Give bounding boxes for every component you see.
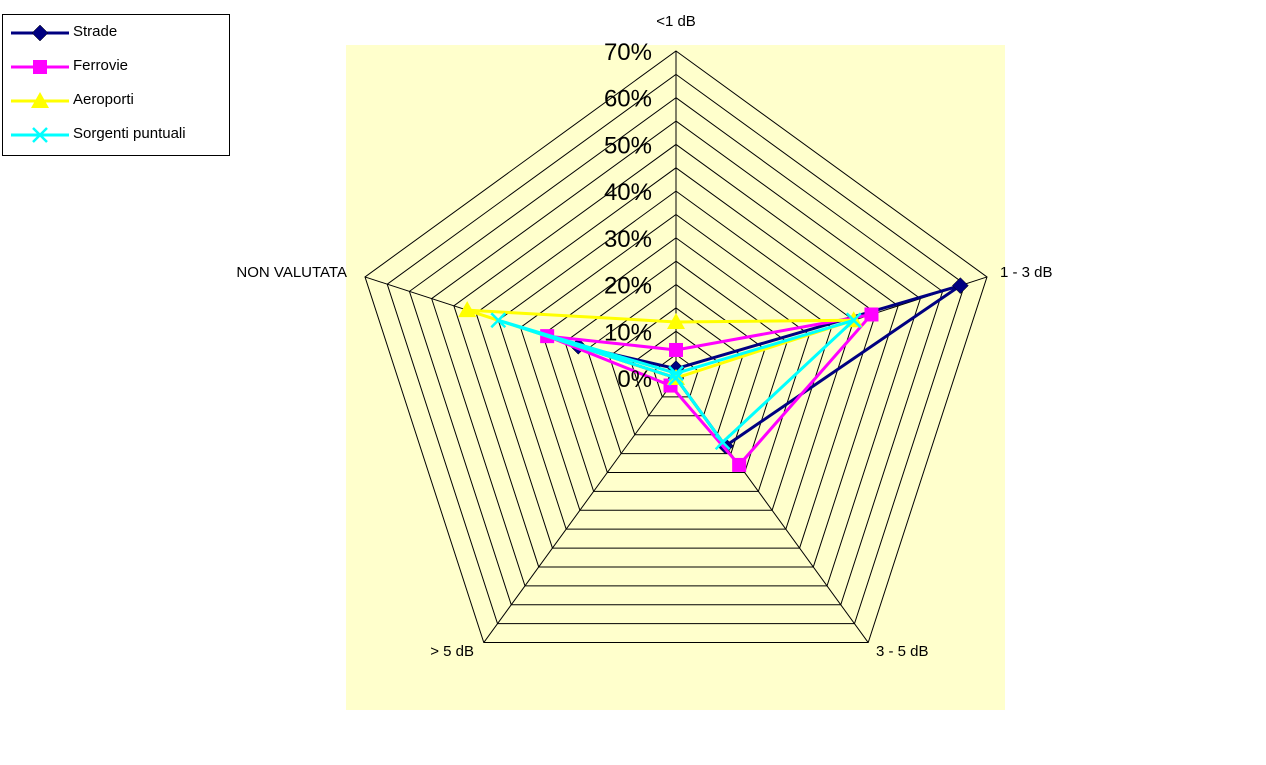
grid-ring bbox=[408, 97, 944, 606]
legend-label: Aeroporti bbox=[73, 91, 134, 108]
legend-label: Ferrovie bbox=[73, 57, 129, 74]
radar-grid bbox=[364, 50, 988, 644]
data-point bbox=[864, 307, 879, 322]
data-point bbox=[667, 312, 685, 329]
data-point bbox=[669, 342, 683, 357]
category-label: 3 - 5 dB bbox=[876, 643, 929, 660]
series-sorgenti-puntuali bbox=[490, 312, 862, 451]
series-line bbox=[497, 318, 855, 445]
grid-ring bbox=[364, 50, 988, 644]
tick-label: 60% bbox=[604, 86, 652, 113]
tick-label: 0% bbox=[617, 366, 652, 393]
data-point bbox=[490, 312, 507, 329]
legend-item: Sorgenti puntuali bbox=[3, 122, 229, 148]
legend-item: Aeroporti bbox=[3, 88, 229, 114]
tick-label: 40% bbox=[604, 179, 652, 206]
grid-ring bbox=[453, 143, 899, 568]
radial-tick-labels: 0% 10% 20% 30% 40% 50% 60% 70% bbox=[604, 39, 652, 393]
data-point bbox=[951, 277, 969, 294]
tick-label: 10% bbox=[604, 319, 652, 346]
legend-swatch bbox=[11, 60, 69, 74]
data-point bbox=[732, 457, 747, 472]
radar-series bbox=[458, 277, 969, 472]
legend-item: Strade bbox=[3, 20, 229, 46]
category-label: <1 dB bbox=[656, 13, 696, 30]
tick-label: 20% bbox=[604, 273, 652, 300]
grid-ring bbox=[386, 73, 966, 625]
legend-swatch bbox=[11, 24, 69, 42]
data-point bbox=[458, 301, 477, 318]
data-point bbox=[845, 312, 862, 329]
category-labels: <1 dB 1 - 3 dB 3 - 5 dB > 5 dB NON VALUTATA bbox=[236, 13, 1052, 660]
category-label: 1 - 3 dB bbox=[1000, 264, 1053, 281]
tick-label: 30% bbox=[604, 226, 652, 253]
legend-label: Sorgenti puntuali bbox=[73, 125, 186, 142]
data-point bbox=[714, 434, 731, 451]
tick-label: 50% bbox=[604, 132, 652, 159]
grid-ring bbox=[519, 213, 833, 511]
legend-item: Ferrovie bbox=[3, 54, 229, 80]
legend-swatch bbox=[11, 92, 69, 108]
tick-label: 70% bbox=[604, 39, 652, 66]
category-label: > 5 dB bbox=[430, 643, 474, 660]
legend: Strade Ferrovie Aeroporti Sorgenti puntuali bbox=[2, 14, 230, 156]
grid-ring bbox=[608, 307, 744, 436]
grid-ring bbox=[564, 260, 788, 473]
grid-ring bbox=[475, 167, 877, 549]
grid-ring bbox=[586, 283, 766, 455]
grid-ring bbox=[542, 237, 810, 492]
category-label: NON VALUTATA bbox=[236, 264, 347, 281]
grid-ring bbox=[431, 120, 921, 587]
legend-label: Strade bbox=[73, 23, 118, 40]
data-point bbox=[668, 365, 684, 382]
grid-ring bbox=[497, 190, 855, 530]
legend-swatch bbox=[11, 127, 69, 143]
data-point bbox=[668, 370, 684, 386]
grid-spoke bbox=[483, 377, 677, 643]
